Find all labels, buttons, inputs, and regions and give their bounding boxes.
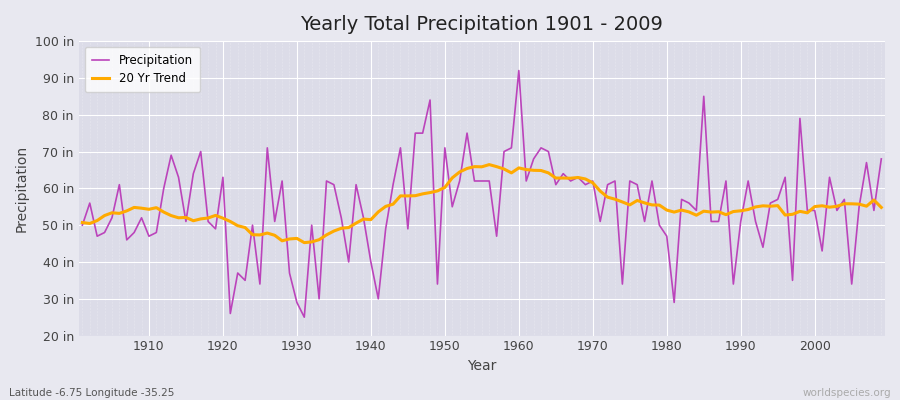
Precipitation (528, 156, 539, 161)
Text: Latitude -6.75 Longitude -35.25: Latitude -6.75 Longitude -35.25 (9, 388, 175, 398)
Precipitation (617, 282, 628, 286)
20 Yr Trend (306, 240, 317, 244)
20 Yr Trend (351, 221, 362, 226)
20 Yr Trend (299, 240, 310, 245)
20 Yr Trend (77, 220, 88, 225)
Precipitation (77, 223, 88, 228)
Line: Precipitation: Precipitation (83, 70, 881, 317)
Legend: Precipitation, 20 Yr Trend: Precipitation, 20 Yr Trend (85, 47, 200, 92)
Precipitation (306, 223, 317, 228)
Precipitation (136, 215, 147, 220)
X-axis label: Year: Year (467, 359, 497, 373)
20 Yr Trend (617, 200, 628, 204)
20 Yr Trend (876, 205, 886, 210)
Precipitation (513, 68, 524, 73)
20 Yr Trend (521, 167, 532, 172)
20 Yr Trend (528, 168, 539, 173)
Precipitation (876, 156, 886, 161)
Y-axis label: Precipitation: Precipitation (15, 145, 29, 232)
Precipitation (521, 178, 532, 183)
Line: 20 Yr Trend: 20 Yr Trend (83, 165, 881, 243)
Precipitation (299, 315, 310, 320)
Precipitation (351, 182, 362, 187)
Text: worldspecies.org: worldspecies.org (803, 388, 891, 398)
20 Yr Trend (484, 162, 495, 167)
Title: Yearly Total Precipitation 1901 - 2009: Yearly Total Precipitation 1901 - 2009 (301, 15, 663, 34)
20 Yr Trend (136, 206, 147, 210)
